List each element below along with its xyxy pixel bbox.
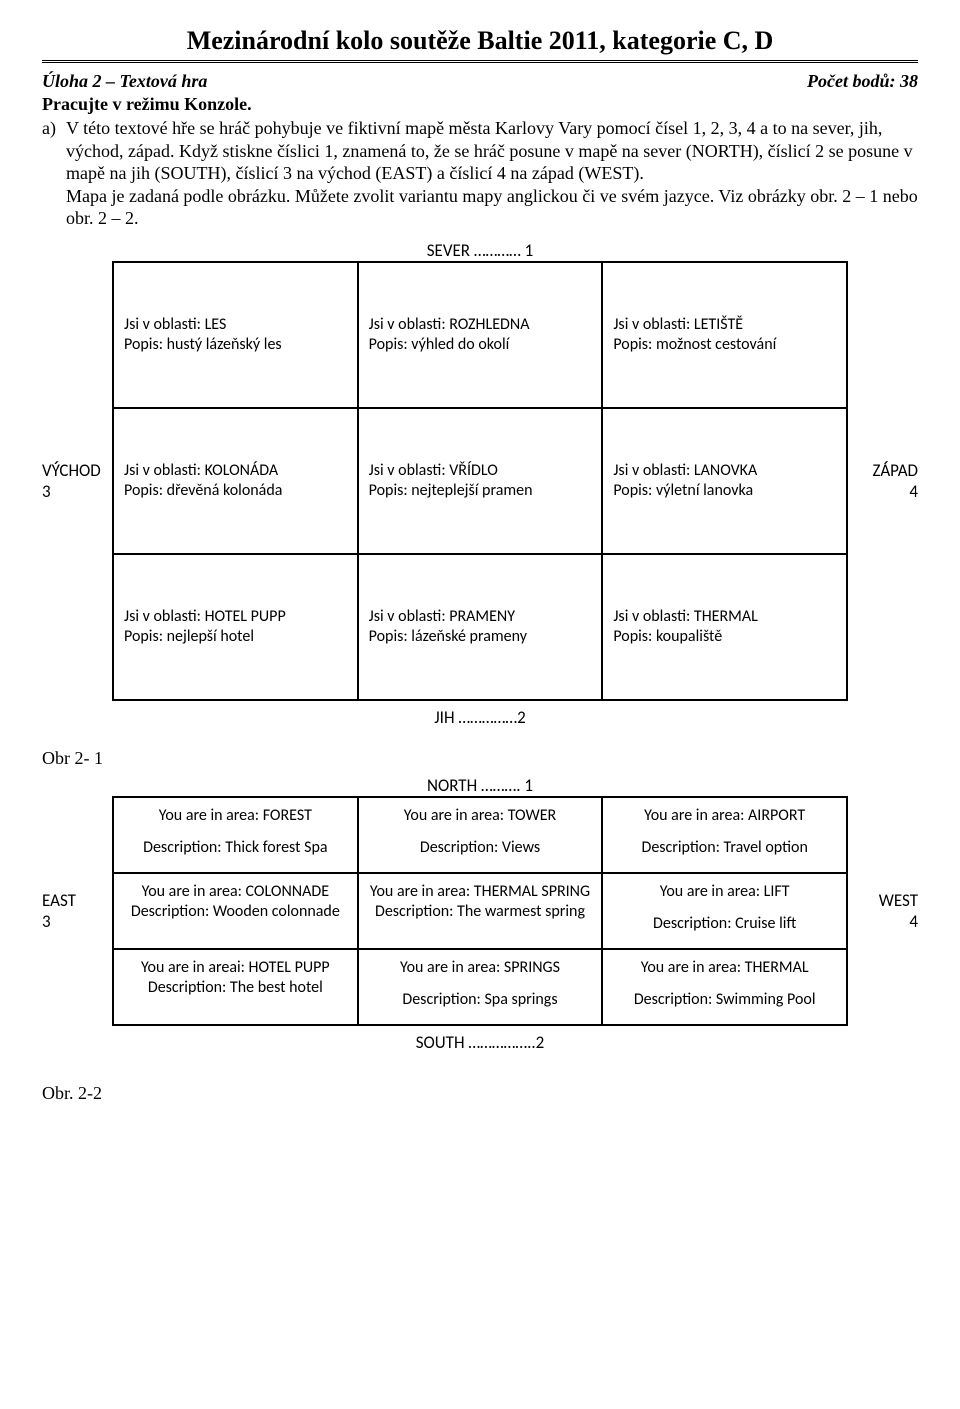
cell-desc: Popis: možnost cestování (613, 335, 836, 355)
map1-east-label: VÝCHOD 3 (42, 460, 112, 502)
list-item-label: a) (42, 117, 66, 140)
page-title: Mezinárodní kolo soutěže Baltie 2011, ka… (42, 26, 918, 56)
map2-cell: You are in area: FOREST Description: Thic… (113, 797, 358, 873)
map1-cell: Jsi v oblasti: THERMALPopis: koupaliště (602, 554, 847, 700)
cell-area: Jsi v oblasti: ROZHLEDNA (369, 315, 592, 335)
cell-desc: Popis: výletní lanovka (613, 481, 836, 501)
map2-grid: You are in area: FOREST Description: Thic… (112, 796, 848, 1026)
cell-desc: Description: Spa springs (402, 990, 557, 1010)
instructions: a)V této textové hře se hráč pohybuje ve… (66, 117, 918, 230)
mode-subheader: Pracujte v režimu Konzole. (42, 94, 918, 115)
task-header: Úloha 2 – Textová hra Počet bodů: 38 (42, 71, 918, 92)
map2-cell: You are in area: AIRPORT Description: Tra… (602, 797, 847, 873)
map2-cell: You are in area: THERMAL Description: Swi… (602, 949, 847, 1025)
figure-2-label: Obr. 2-2 (42, 1083, 918, 1104)
cell-desc: Description: The best hotel (148, 978, 323, 998)
cell-desc: Popis: koupaliště (613, 627, 836, 647)
map1-cell: Jsi v oblasti: LESPopis: hustý lázeňský … (113, 262, 358, 408)
cell-desc: Popis: nejteplejší pramen (369, 481, 592, 501)
map1-east-text: VÝCHOD (42, 460, 112, 481)
cell-area: You are in area: THERMAL SPRING (370, 882, 590, 902)
cell-area: Jsi v oblasti: HOTEL PUPP (124, 607, 347, 627)
cell-desc: Description: Wooden colonnade (131, 902, 340, 922)
map2-west-num: 4 (848, 911, 918, 932)
map1-east-num: 3 (42, 481, 112, 502)
cell-area: You are in area: THERMAL (641, 958, 809, 978)
map1-west-num: 4 (848, 481, 918, 502)
map1-west-label: ZÁPAD 4 (848, 460, 918, 502)
map2-cell: You are in area: COLONNADEDescription: W… (113, 873, 358, 949)
cell-area: You are in areai: HOTEL PUPP (141, 958, 330, 978)
map2-wrap: EAST 3 You are in area: FOREST Descriptio… (42, 796, 918, 1026)
figure-1-label: Obr 2- 1 (42, 748, 918, 769)
points-label: Počet bodů: 38 (807, 71, 918, 92)
map2-cell: You are in area: THERMAL SPRINGDescripti… (358, 873, 603, 949)
map2-north-label: NORTH ………. 1 (112, 775, 848, 796)
cell-area: You are in area: LIFT (660, 882, 790, 902)
map2-east-text: EAST (42, 890, 112, 911)
cell-desc: Description: The warmest spring (375, 902, 585, 922)
cell-desc: Description: Swimming Pool (634, 990, 816, 1010)
task-title: Úloha 2 – Textová hra (42, 71, 207, 92)
map1-cell: Jsi v oblasti: LANOVKAPopis: výletní lan… (602, 408, 847, 554)
map2-west-text: WEST (848, 890, 918, 911)
cell-area: You are in area: AIRPORT (644, 806, 805, 826)
title-divider (42, 60, 918, 63)
map1-west-text: ZÁPAD (848, 460, 918, 481)
map1-wrap: VÝCHOD 3 Jsi v oblasti: LESPopis: hustý … (42, 261, 918, 701)
map2-cell: You are in area: TOWER Description: Views (358, 797, 603, 873)
cell-desc: Popis: nejlepší hotel (124, 627, 347, 647)
cell-area: You are in area: TOWER (404, 806, 556, 826)
cell-area: You are in area: FOREST (159, 806, 312, 826)
cell-area: You are in area: COLONNADE (142, 882, 329, 902)
cell-area: Jsi v oblasti: PRAMENY (369, 607, 592, 627)
map1-cell: Jsi v oblasti: KOLONÁDAPopis: dřevěná ko… (113, 408, 358, 554)
map1-grid: Jsi v oblasti: LESPopis: hustý lázeňský … (112, 261, 848, 701)
map1-cell: Jsi v oblasti: VŘÍDLOPopis: nejteplejší … (358, 408, 603, 554)
map2-cell: You are in area: LIFT Description: Cruise… (602, 873, 847, 949)
map1-cell: Jsi v oblasti: HOTEL PUPPPopis: nejlepší… (113, 554, 358, 700)
map1-north-label: SEVER ………… 1 (112, 240, 848, 261)
cell-desc: Description: Thick forest Spa (143, 838, 327, 858)
cell-desc: Description: Cruise lift (653, 914, 796, 934)
map2-cell: You are in areai: HOTEL PUPPDescription:… (113, 949, 358, 1025)
cell-area: Jsi v oblasti: LES (124, 315, 347, 335)
map1-cell: Jsi v oblasti: LETIŠTĚPopis: možnost ces… (602, 262, 847, 408)
map2-cell: You are in area: SPRINGS Description: Spa… (358, 949, 603, 1025)
cell-desc: Popis: dřevěná kolonáda (124, 481, 347, 501)
cell-desc: Popis: hustý lázeňský les (124, 335, 347, 355)
map1-cell: Jsi v oblasti: ROZHLEDNAPopis: výhled do… (358, 262, 603, 408)
cell-desc: Popis: výhled do okolí (369, 335, 592, 355)
cell-area: You are in area: SPRINGS (400, 958, 560, 978)
cell-area: Jsi v oblasti: VŘÍDLO (369, 461, 592, 481)
map2-east-label: EAST 3 (42, 890, 112, 932)
cell-desc: Popis: lázeňské prameny (369, 627, 592, 647)
map1-south-label: JIH ……………2 (112, 707, 848, 728)
map1-cell: Jsi v oblasti: PRAMENYPopis: lázeňské pr… (358, 554, 603, 700)
map2-west-label: WEST 4 (848, 890, 918, 932)
cell-desc: Description: Travel option (641, 838, 807, 858)
instructions-text: V této textové hře se hráč pohybuje ve f… (66, 118, 918, 228)
map2-east-num: 3 (42, 911, 112, 932)
cell-area: Jsi v oblasti: THERMAL (613, 607, 836, 627)
cell-area: Jsi v oblasti: LETIŠTĚ (613, 315, 836, 335)
cell-area: Jsi v oblasti: KOLONÁDA (124, 461, 347, 481)
map2-south-label: SOUTH ……………..2 (112, 1032, 848, 1053)
cell-desc: Description: Views (420, 838, 540, 858)
cell-area: Jsi v oblasti: LANOVKA (613, 461, 836, 481)
